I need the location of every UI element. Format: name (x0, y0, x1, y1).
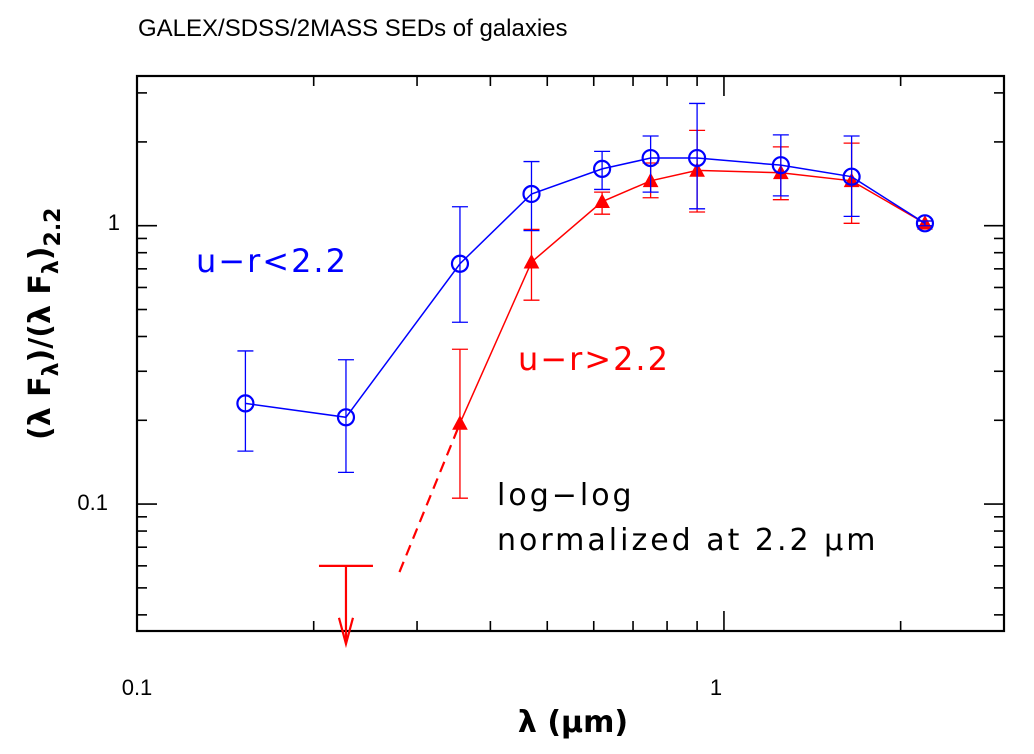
series-line (459, 169, 926, 424)
upper-limit-arrowhead (337, 617, 355, 649)
y-label-sub: λ (39, 362, 64, 376)
red-series (451, 129, 933, 499)
note-line-2: normalized at 2.2 μm (497, 523, 878, 558)
data-point (592, 159, 612, 178)
data-point (641, 148, 660, 168)
y-label-part: )/(λ F (23, 274, 58, 362)
series-layer (236, 102, 935, 649)
data-point (236, 394, 255, 413)
x-tick-label-1: 1 (710, 675, 722, 700)
y-tick-label-0.1: 0.1 (77, 490, 108, 515)
dashed-extension-line (398, 422, 461, 573)
y-label-sub: λ (39, 260, 64, 274)
data-point (522, 184, 541, 204)
y-label-part: (λ F (23, 376, 58, 440)
data-point (336, 408, 356, 427)
y-axis-label: (λ Fλ)/(λ Fλ)2.2 (23, 208, 66, 441)
plot-frame (135, 74, 1006, 633)
data-point (594, 193, 610, 209)
axis-ticks (136, 76, 1005, 631)
data-point (450, 254, 470, 273)
x-tick-label-0.1: 0.1 (122, 675, 153, 700)
data-point (915, 214, 935, 233)
blue-series-label: u−r<2.2 (196, 242, 348, 280)
y-label-sub: 2.2 (41, 208, 66, 247)
y-tick-labels: 1 0.1 (77, 210, 120, 515)
chart-title: GALEX/SDSS/2MASS SEDs of galaxies (138, 15, 568, 42)
data-point (687, 148, 707, 168)
data-point (771, 156, 790, 175)
blue-series (236, 102, 935, 474)
series-line (245, 157, 926, 419)
y-tick-label-1: 1 (108, 210, 120, 235)
data-point (842, 167, 861, 186)
data-point (452, 415, 468, 430)
y-label-part: ) (23, 246, 58, 260)
x-axis-label: λ (μm) (518, 705, 628, 740)
data-point (523, 253, 540, 269)
x-tick-labels: 0.1 1 (122, 675, 722, 700)
red-series-label: u−r>2.2 (518, 340, 670, 378)
note-line-1: log−log (497, 478, 635, 513)
